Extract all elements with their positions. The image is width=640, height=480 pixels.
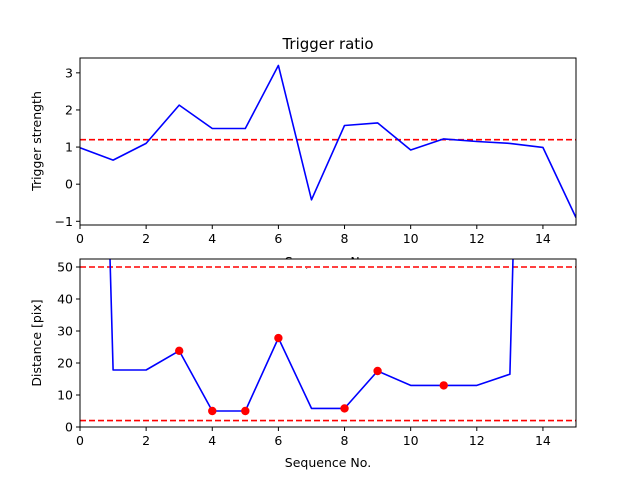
bottom-data-point-6 [439,381,448,390]
top-y-axis-label: Trigger strength [29,91,44,192]
bottom-x-tick-label: 14 [535,433,551,448]
bottom-series-line-0 [109,259,514,412]
bottom-y-tick-label: 30 [57,324,73,339]
top-x-tick-label: 6 [274,231,282,246]
top-y-tick-label: 1 [65,140,73,155]
top-x-tick-label: 8 [341,231,349,246]
top-x-tick-label: 12 [469,231,485,246]
top-y-tick-label: 0 [65,177,73,192]
bottom-x-tick-label: 8 [341,433,349,448]
top-axes-frame [79,57,577,226]
top-series-line-0 [80,64,576,218]
bottom-y-tick-label: 50 [57,260,73,275]
top-x-tick-label: 4 [208,231,216,246]
top-x-tick-label: 10 [403,231,419,246]
top-y-tick-label: 3 [65,65,73,80]
bottom-ticks: 0 2 4 6 8 10 12 14 0 10 20 30 40 50 [57,260,551,449]
bottom-x-tick-label: 12 [469,433,485,448]
subplot-overlap-mask [80,259,576,268]
bottom-y-tick-label: 10 [57,388,73,403]
bottom-x-axis-label: Sequence No. [285,455,371,470]
top-x-tick-label: 14 [535,231,551,246]
bottom-x-tick-label: 4 [208,433,216,448]
top-y-tick-label: 2 [65,102,73,117]
top-x-tick-label: 0 [76,231,84,246]
bottom-data-point-3 [274,333,283,343]
bottom-data-point-0 [175,346,184,356]
top-plot-area [80,64,576,218]
bottom-data-point-4 [340,404,349,413]
bottom-x-tick-label: 0 [76,433,84,448]
bottom-x-tick-label: 2 [142,433,150,448]
bottom-data-point-5 [373,366,382,376]
bottom-y-tick-label: 40 [57,292,73,307]
bottom-axes-frame [79,258,577,428]
bottom-x-tick-label: 6 [274,433,282,448]
bottom-y-tick-label: 20 [57,356,73,371]
bottom-x-tick-label: 10 [403,433,419,448]
bottom-y-tick-label: 0 [65,420,73,435]
bottom-plot-area [80,259,576,422]
bottom-data-point-1 [208,406,217,416]
bottom-data-point-2 [241,406,250,416]
bottom-subplot: 0 2 4 6 8 10 12 14 0 10 20 30 40 50 Sequence No. Dist… [29,258,577,470]
top-y-tick-label: −1 [55,214,73,229]
bottom-y-axis-label: Distance [pix] [29,299,44,386]
top-chart-title: Trigger ratio [281,35,373,53]
top-x-tick-label: 2 [142,231,150,246]
